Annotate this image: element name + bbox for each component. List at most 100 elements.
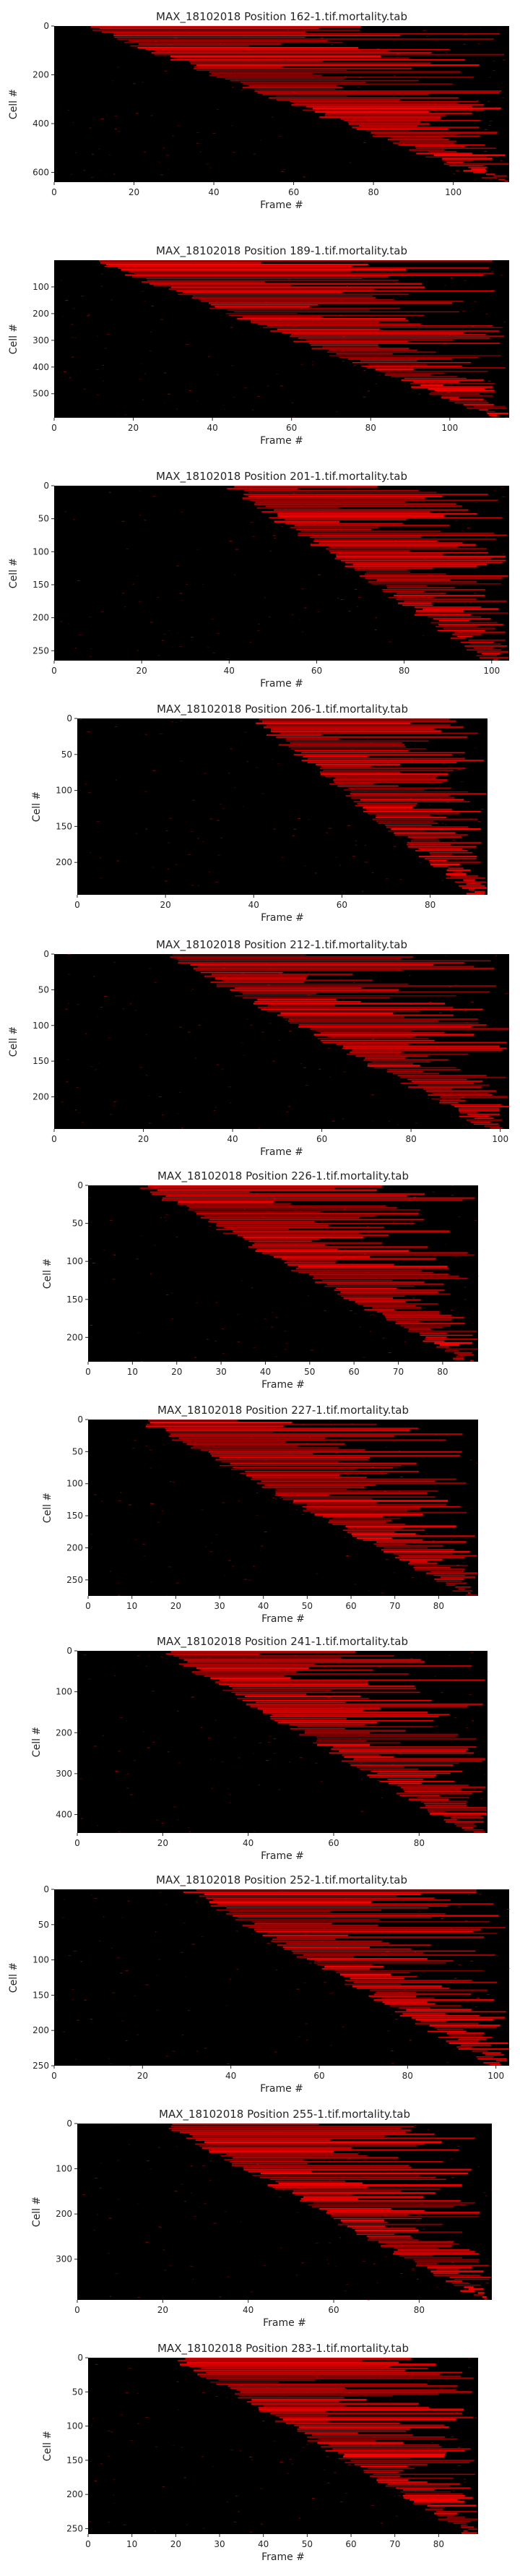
x-tick-label: 10 (127, 1367, 138, 1377)
heatmap-row (371, 1061, 431, 1062)
heatmap-row (413, 1566, 451, 1568)
chart-title: MAX_18102018 Position 283-1.tif.mortalit… (157, 2342, 409, 2356)
heatmap-speckle (355, 844, 357, 846)
heatmap-row (333, 1746, 477, 1748)
y-tick-label: 150 (66, 1511, 83, 1521)
heatmap-row (259, 2410, 326, 2413)
y-tick-label: 400 (32, 119, 49, 129)
heatmap-speckle (368, 291, 372, 293)
heatmap-row (248, 2171, 312, 2173)
heatmap-speckle (87, 314, 90, 315)
heatmap-speckle (488, 325, 491, 327)
heatmap-row (170, 59, 465, 61)
heatmap-speckle (292, 1664, 295, 1665)
heatmap-speckle (211, 1542, 212, 1544)
heatmap-speckle (185, 343, 188, 345)
heatmap-row (352, 2228, 416, 2230)
heatmap-row (245, 1471, 419, 1472)
heatmap-row (243, 2166, 412, 2169)
heatmap-speckle (318, 1068, 321, 1070)
heatmap-row (172, 2124, 319, 2126)
heatmap-row (391, 828, 481, 830)
heatmap-row (448, 2035, 482, 2036)
heatmap-row (140, 1187, 335, 1190)
y-tick-label: 0 (77, 1180, 83, 1190)
y-tick-label: 0 (66, 2118, 72, 2129)
heatmap-speckle (145, 828, 147, 830)
heatmap-row (385, 2485, 450, 2487)
x-tick-label: 0 (74, 1838, 80, 1848)
heatmap-speckle (108, 2521, 110, 2523)
heatmap-speckle (164, 70, 168, 72)
heatmap-speckle (263, 2264, 266, 2266)
y-tick-label: 50 (72, 2387, 83, 2397)
heatmap-row (314, 1960, 454, 1962)
x-tick-label: 30 (214, 1601, 225, 1611)
heatmap-speckle (335, 1477, 338, 1478)
heatmap-speckle (488, 124, 490, 126)
heatmap-row (316, 1740, 367, 1742)
heatmap-row (474, 890, 485, 893)
heatmap-row (434, 390, 495, 392)
x-tick-label: 20 (170, 2539, 181, 2549)
heatmap-row (210, 1905, 448, 1907)
heatmap-speckle (329, 1993, 332, 1994)
heatmap-row (372, 1307, 422, 1309)
heatmap-row (267, 1004, 335, 1007)
heatmap-row (341, 1295, 405, 1297)
heatmap-speckle (179, 1026, 182, 1028)
heatmap-speckle (455, 984, 457, 985)
heatmap-speckle (243, 1055, 246, 1056)
x-axis-label: Frame # (261, 912, 304, 924)
heatmap-row (437, 630, 485, 632)
heatmap-speckle (261, 2167, 264, 2168)
heatmap-row (406, 2009, 472, 2012)
heatmap-row (474, 2293, 483, 2296)
heatmap-row (138, 43, 282, 46)
heatmap-speckle (148, 1655, 150, 1657)
heatmap-speckle (404, 1341, 406, 1342)
heatmap-row (451, 1104, 502, 1106)
heatmap-speckle (140, 1235, 142, 1237)
heatmap-speckle (454, 1717, 456, 1719)
heatmap-speckle (165, 830, 168, 831)
heatmap-speckle (152, 1742, 155, 1743)
heatmap-row (325, 2450, 465, 2452)
heatmap-row (271, 1940, 382, 1942)
heatmap-speckle (250, 1024, 252, 1026)
heatmap-row (417, 1084, 490, 1086)
heatmap-speckle (125, 1970, 129, 1972)
heatmap-row (378, 2241, 454, 2244)
heatmap-speckle (378, 1666, 382, 1667)
heatmap-row (321, 1039, 435, 1042)
heatmap-row (194, 2369, 405, 2371)
heatmap-speckle (151, 115, 152, 116)
heatmap-speckle (283, 168, 285, 170)
heatmap-speckle (306, 1443, 308, 1444)
heatmap-speckle (404, 1988, 406, 1990)
heatmap-row (246, 1703, 483, 1706)
heatmap-speckle (311, 543, 313, 544)
heatmap-row (376, 814, 430, 817)
heatmap-speckle (466, 1727, 469, 1729)
heatmap-row (296, 1956, 355, 1958)
heatmap-row (263, 726, 464, 729)
y-tick-label: 300 (32, 335, 49, 345)
heatmap-row (448, 400, 487, 402)
heatmap-speckle (209, 2180, 212, 2181)
heatmap-panel-8: MAX_18102018 Position 241-1.tif.mortalit… (31, 1635, 489, 1862)
heatmap-speckle (455, 2411, 458, 2413)
heatmap-speckle (474, 502, 477, 504)
heatmap-row (303, 1509, 408, 1512)
heatmap-speckle (133, 83, 136, 85)
heatmap-row (347, 2225, 386, 2228)
heatmap-row (420, 385, 443, 387)
y-axis-label: Cell # (8, 558, 20, 588)
heatmap-speckle (179, 593, 183, 594)
heatmap-row (461, 2526, 474, 2528)
heatmap-speckle (381, 1245, 383, 1247)
heatmap-speckle (261, 1216, 265, 1217)
heatmap-row (201, 2367, 428, 2369)
heatmap-row (428, 150, 457, 153)
